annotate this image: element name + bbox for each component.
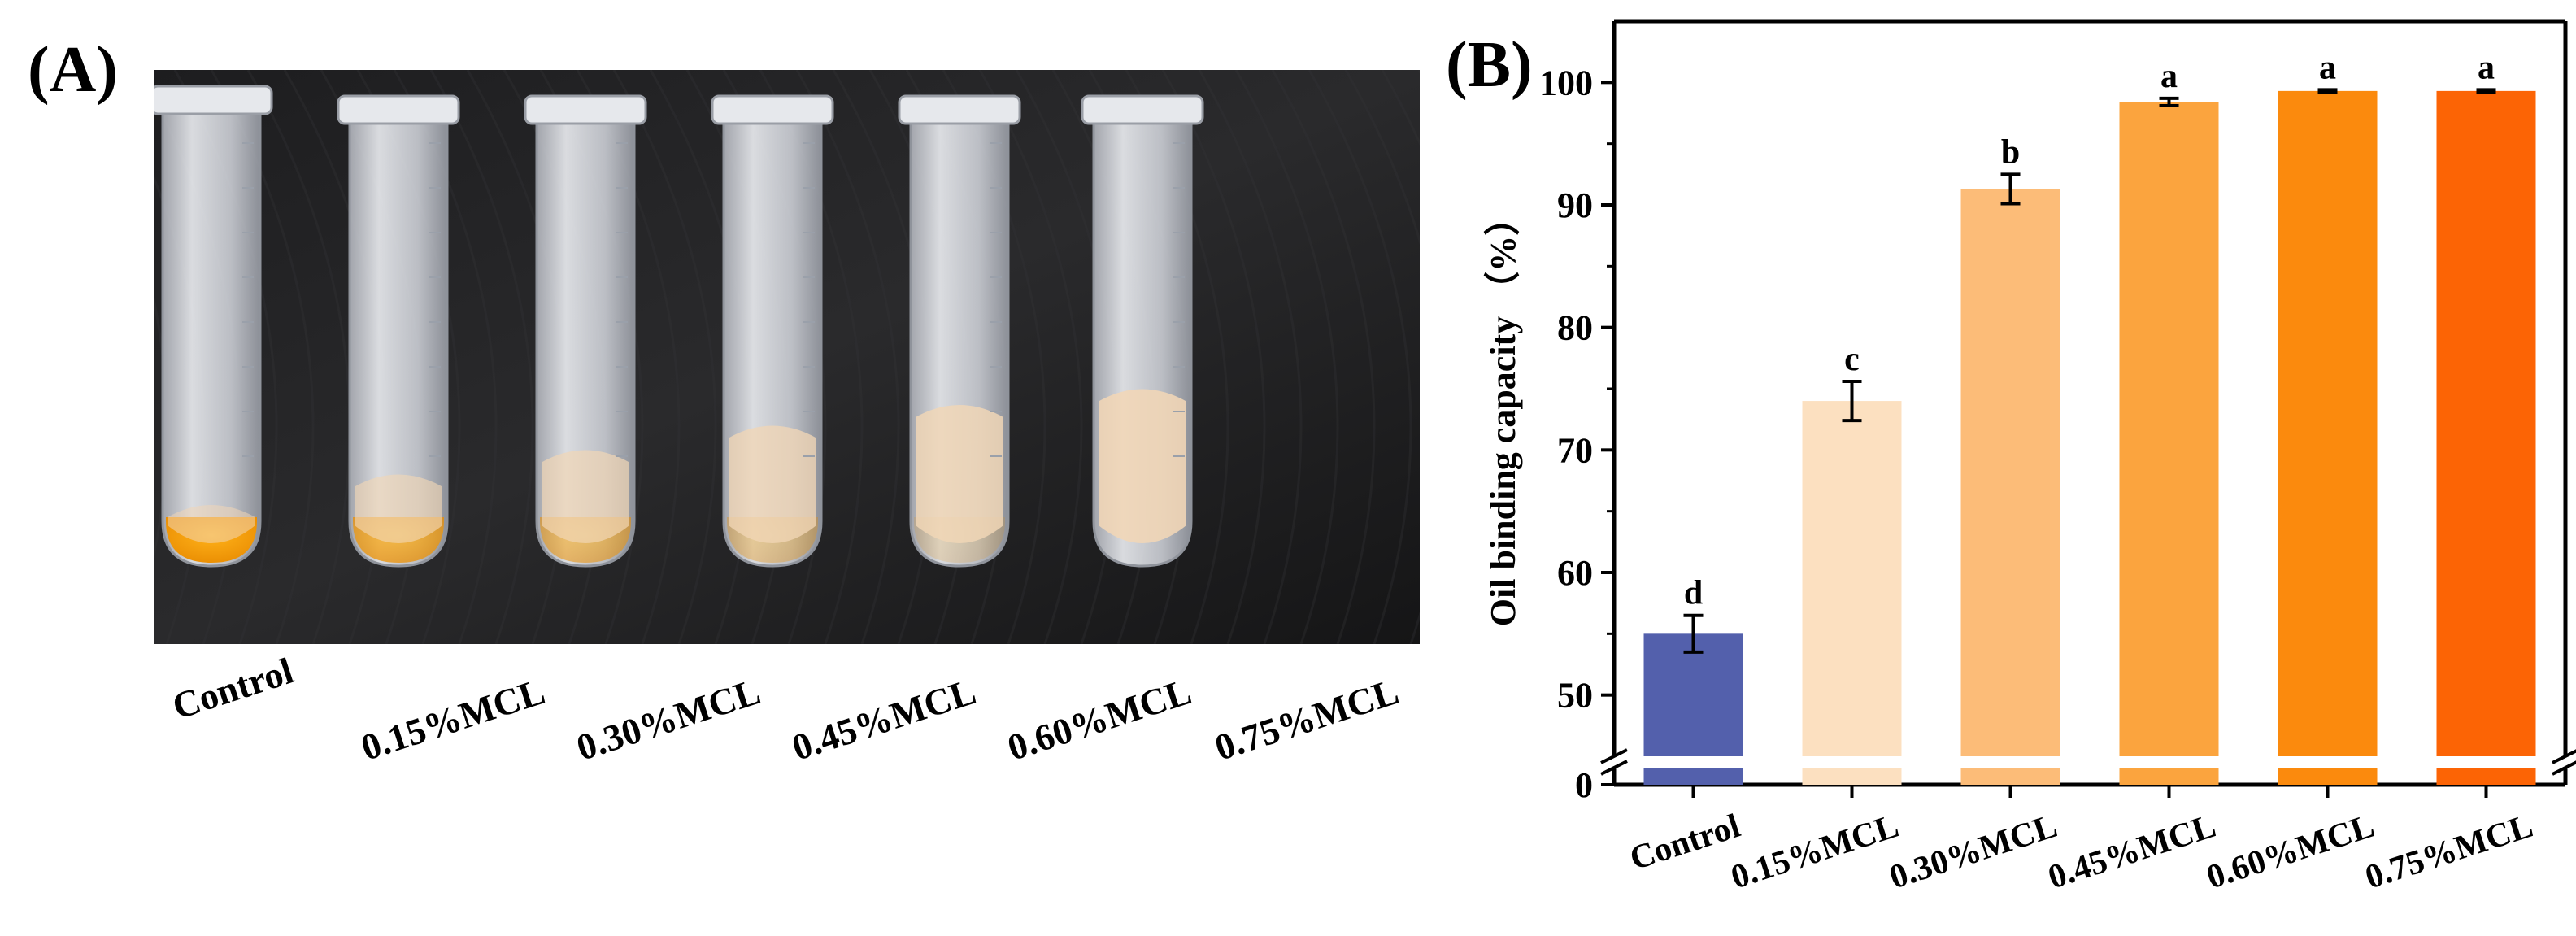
tube-body — [161, 109, 262, 568]
bar-upper — [2278, 90, 2378, 756]
tube-label: 0.30%MCL — [571, 670, 765, 768]
bar-lower — [1802, 768, 1902, 785]
y-tick-label: 90 — [1557, 185, 1593, 225]
significance-label: a — [2160, 58, 2178, 95]
bar-upper — [1960, 189, 2060, 756]
tube — [711, 94, 834, 568]
significance-label: a — [2319, 49, 2336, 86]
tube-cap — [898, 94, 1021, 125]
tube — [1081, 94, 1204, 568]
tubes-photo-image — [154, 70, 1420, 644]
gel-paste — [542, 450, 629, 543]
bar-lower — [1643, 768, 1743, 785]
gel-paste — [1099, 389, 1186, 543]
tube-cap — [337, 94, 460, 125]
tube-label: 0.60%MCL — [1002, 670, 1196, 768]
y-axis-label: Oil binding capacity （%） — [1483, 200, 1523, 626]
y-tick-label: 100 — [1539, 63, 1593, 102]
axis-break-mark-right — [2552, 749, 2576, 764]
y-tick-label: 50 — [1557, 676, 1593, 716]
bar-lower — [1960, 768, 2060, 785]
gel-paste — [168, 505, 255, 543]
bar-lower — [2278, 768, 2378, 785]
bar-upper — [1802, 401, 1902, 756]
significance-label: c — [1844, 341, 1860, 378]
tube-label: 0.75%MCL — [1209, 670, 1403, 768]
axis-break-mark-right — [2552, 760, 2576, 776]
x-tick-label: 0.75%MCL — [2361, 808, 2537, 897]
y-tick-label: 60 — [1557, 553, 1593, 593]
x-tick-label: 0.30%MCL — [1885, 808, 2061, 897]
y-tick-label: 70 — [1557, 430, 1593, 470]
tube-label: 0.45%MCL — [786, 670, 981, 768]
tube-cap — [1081, 94, 1204, 125]
tube-cap — [154, 85, 273, 115]
significance-label: b — [2001, 133, 2020, 171]
x-tick-label: 0.15%MCL — [1726, 808, 1903, 897]
gel-paste — [729, 425, 816, 543]
panel-b-label: (B) — [1446, 29, 1533, 101]
tube-cap — [524, 94, 647, 125]
panel-a-label: (A) — [28, 34, 119, 106]
bar-upper — [1643, 633, 1743, 756]
y-tick-label: 0 — [1575, 765, 1593, 805]
significance-label: d — [1684, 575, 1703, 612]
x-tick-label: Control — [1625, 808, 1745, 878]
tube-label: 0.15%MCL — [355, 670, 550, 768]
tube-body — [348, 119, 449, 568]
oil-binding-chart: (B) d Control c 0.15%MCL b 0.30%MCL a 0.45%MCL a 0… — [1446, 19, 2576, 897]
tube-cap — [711, 94, 834, 125]
bar-lower — [2119, 768, 2219, 785]
y-tick-label: 80 — [1557, 308, 1593, 348]
tube — [337, 94, 460, 568]
panel-b: (B) d Control c 0.15%MCL b 0.30%MCL a 0.45%MCL a 0… — [1431, 0, 2576, 932]
bar-upper — [2436, 90, 2536, 756]
tube — [154, 85, 273, 568]
gel-paste — [355, 474, 442, 543]
gel-paste — [916, 405, 1003, 543]
tubes-photo — [154, 70, 1420, 644]
bar-upper — [2119, 102, 2219, 756]
x-tick-label: 0.60%MCL — [2202, 808, 2378, 897]
significance-label: a — [2478, 49, 2495, 86]
axis-break-gap — [1617, 756, 2563, 768]
tube — [524, 94, 647, 568]
tube — [898, 94, 1021, 568]
tube-label: Control — [167, 649, 298, 728]
axis-break-mark-left — [1600, 760, 1628, 776]
bar-lower — [2436, 768, 2536, 785]
panel-a: (A) Control 0.15%MCL 0.30%MCL 0.45%MCL 0.60%… — [28, 34, 1420, 768]
axis-break-mark-left — [1600, 748, 1628, 764]
x-tick-label: 0.45%MCL — [2043, 808, 2220, 897]
